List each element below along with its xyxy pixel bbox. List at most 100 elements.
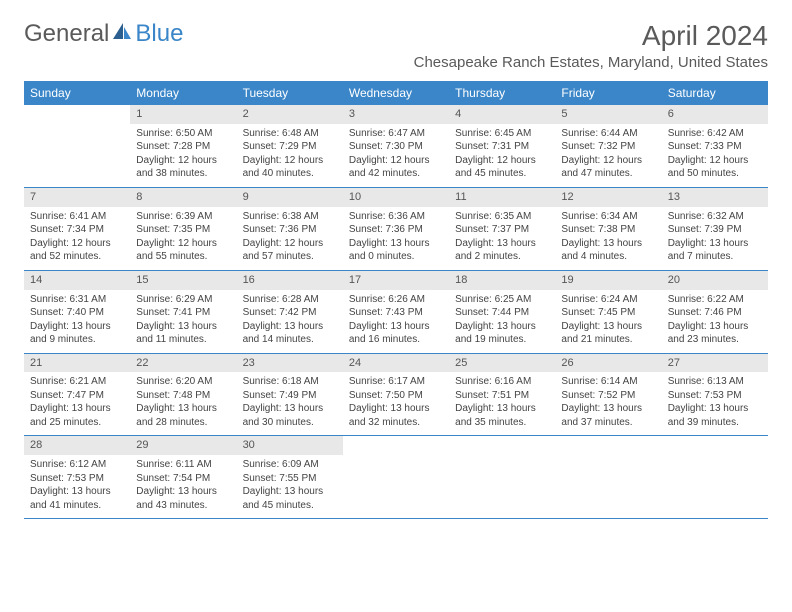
logo-sail-icon xyxy=(111,20,133,48)
day-number: 10 xyxy=(343,188,449,207)
day-cell: 19Sunrise: 6:24 AMSunset: 7:45 PMDayligh… xyxy=(555,271,661,353)
daylight-text: Daylight: 13 hours xyxy=(561,320,655,334)
location-text: Chesapeake Ranch Estates, Maryland, Unit… xyxy=(414,54,768,71)
day-number: 5 xyxy=(555,105,661,124)
daylight-text: and 35 minutes. xyxy=(455,416,549,430)
day-number: 3 xyxy=(343,105,449,124)
daylight-text: and 55 minutes. xyxy=(136,250,230,264)
sunset-text: Sunset: 7:54 PM xyxy=(136,472,230,486)
sunset-text: Sunset: 7:53 PM xyxy=(30,472,124,486)
calendar-body: 1Sunrise: 6:50 AMSunset: 7:28 PMDaylight… xyxy=(24,105,768,519)
sunrise-text: Sunrise: 6:09 AM xyxy=(243,458,337,472)
day-header-cell: Tuesday xyxy=(237,81,343,105)
sunset-text: Sunset: 7:53 PM xyxy=(668,389,762,403)
day-cell xyxy=(24,105,130,187)
sunset-text: Sunset: 7:45 PM xyxy=(561,306,655,320)
week-row: 7Sunrise: 6:41 AMSunset: 7:34 PMDaylight… xyxy=(24,188,768,271)
day-cell: 16Sunrise: 6:28 AMSunset: 7:42 PMDayligh… xyxy=(237,271,343,353)
week-row: 21Sunrise: 6:21 AMSunset: 7:47 PMDayligh… xyxy=(24,354,768,437)
day-cell: 30Sunrise: 6:09 AMSunset: 7:55 PMDayligh… xyxy=(237,436,343,518)
sunset-text: Sunset: 7:28 PM xyxy=(136,140,230,154)
sunset-text: Sunset: 7:51 PM xyxy=(455,389,549,403)
daylight-text: and 57 minutes. xyxy=(243,250,337,264)
sunset-text: Sunset: 7:38 PM xyxy=(561,223,655,237)
daylight-text: Daylight: 13 hours xyxy=(136,402,230,416)
day-cell xyxy=(555,436,661,518)
daylight-text: and 47 minutes. xyxy=(561,167,655,181)
day-cell: 3Sunrise: 6:47 AMSunset: 7:30 PMDaylight… xyxy=(343,105,449,187)
day-cell: 17Sunrise: 6:26 AMSunset: 7:43 PMDayligh… xyxy=(343,271,449,353)
sunrise-text: Sunrise: 6:28 AM xyxy=(243,293,337,307)
sunrise-text: Sunrise: 6:36 AM xyxy=(349,210,443,224)
header: General Blue April 2024 Chesapeake Ranch… xyxy=(24,20,768,71)
sunrise-text: Sunrise: 6:26 AM xyxy=(349,293,443,307)
day-number: 4 xyxy=(449,105,555,124)
daylight-text: Daylight: 13 hours xyxy=(561,402,655,416)
daylight-text: and 16 minutes. xyxy=(349,333,443,347)
sunset-text: Sunset: 7:41 PM xyxy=(136,306,230,320)
day-cell: 25Sunrise: 6:16 AMSunset: 7:51 PMDayligh… xyxy=(449,354,555,436)
daylight-text: and 45 minutes. xyxy=(243,499,337,513)
daylight-text: and 50 minutes. xyxy=(668,167,762,181)
sunrise-text: Sunrise: 6:17 AM xyxy=(349,375,443,389)
daylight-text: Daylight: 12 hours xyxy=(668,154,762,168)
daylight-text: and 38 minutes. xyxy=(136,167,230,181)
sunrise-text: Sunrise: 6:20 AM xyxy=(136,375,230,389)
day-number: 29 xyxy=(130,436,236,455)
day-number: 7 xyxy=(24,188,130,207)
sunrise-text: Sunrise: 6:45 AM xyxy=(455,127,549,141)
day-number: 23 xyxy=(237,354,343,373)
day-number: 6 xyxy=(662,105,768,124)
sunset-text: Sunset: 7:36 PM xyxy=(349,223,443,237)
day-cell: 21Sunrise: 6:21 AMSunset: 7:47 PMDayligh… xyxy=(24,354,130,436)
day-cell: 6Sunrise: 6:42 AMSunset: 7:33 PMDaylight… xyxy=(662,105,768,187)
day-header-row: SundayMondayTuesdayWednesdayThursdayFrid… xyxy=(24,81,768,105)
day-cell: 28Sunrise: 6:12 AMSunset: 7:53 PMDayligh… xyxy=(24,436,130,518)
day-number: 22 xyxy=(130,354,236,373)
daylight-text: and 45 minutes. xyxy=(455,167,549,181)
sunrise-text: Sunrise: 6:39 AM xyxy=(136,210,230,224)
day-cell: 7Sunrise: 6:41 AMSunset: 7:34 PMDaylight… xyxy=(24,188,130,270)
week-row: 14Sunrise: 6:31 AMSunset: 7:40 PMDayligh… xyxy=(24,271,768,354)
sunset-text: Sunset: 7:40 PM xyxy=(30,306,124,320)
day-cell: 22Sunrise: 6:20 AMSunset: 7:48 PMDayligh… xyxy=(130,354,236,436)
day-header-cell: Thursday xyxy=(449,81,555,105)
daylight-text: Daylight: 13 hours xyxy=(455,320,549,334)
daylight-text: and 30 minutes. xyxy=(243,416,337,430)
day-number: 30 xyxy=(237,436,343,455)
week-row: 28Sunrise: 6:12 AMSunset: 7:53 PMDayligh… xyxy=(24,436,768,519)
sunrise-text: Sunrise: 6:21 AM xyxy=(30,375,124,389)
day-cell: 13Sunrise: 6:32 AMSunset: 7:39 PMDayligh… xyxy=(662,188,768,270)
day-cell xyxy=(449,436,555,518)
day-cell: 26Sunrise: 6:14 AMSunset: 7:52 PMDayligh… xyxy=(555,354,661,436)
day-cell: 27Sunrise: 6:13 AMSunset: 7:53 PMDayligh… xyxy=(662,354,768,436)
daylight-text: and 39 minutes. xyxy=(668,416,762,430)
day-cell: 1Sunrise: 6:50 AMSunset: 7:28 PMDaylight… xyxy=(130,105,236,187)
day-cell: 24Sunrise: 6:17 AMSunset: 7:50 PMDayligh… xyxy=(343,354,449,436)
sunrise-text: Sunrise: 6:25 AM xyxy=(455,293,549,307)
day-number: 9 xyxy=(237,188,343,207)
sunset-text: Sunset: 7:32 PM xyxy=(561,140,655,154)
daylight-text: and 41 minutes. xyxy=(30,499,124,513)
sunrise-text: Sunrise: 6:35 AM xyxy=(455,210,549,224)
daylight-text: Daylight: 13 hours xyxy=(30,320,124,334)
day-cell: 18Sunrise: 6:25 AMSunset: 7:44 PMDayligh… xyxy=(449,271,555,353)
sunset-text: Sunset: 7:33 PM xyxy=(668,140,762,154)
logo-text-1: General xyxy=(24,20,109,48)
day-header-cell: Wednesday xyxy=(343,81,449,105)
daylight-text: Daylight: 13 hours xyxy=(30,402,124,416)
daylight-text: Daylight: 12 hours xyxy=(136,237,230,251)
day-number: 18 xyxy=(449,271,555,290)
daylight-text: Daylight: 12 hours xyxy=(561,154,655,168)
daylight-text: Daylight: 13 hours xyxy=(243,402,337,416)
sunset-text: Sunset: 7:36 PM xyxy=(243,223,337,237)
daylight-text: Daylight: 12 hours xyxy=(349,154,443,168)
sunset-text: Sunset: 7:39 PM xyxy=(668,223,762,237)
daylight-text: Daylight: 13 hours xyxy=(243,320,337,334)
day-number: 21 xyxy=(24,354,130,373)
day-cell: 11Sunrise: 6:35 AMSunset: 7:37 PMDayligh… xyxy=(449,188,555,270)
daylight-text: and 23 minutes. xyxy=(668,333,762,347)
day-cell: 5Sunrise: 6:44 AMSunset: 7:32 PMDaylight… xyxy=(555,105,661,187)
day-cell: 8Sunrise: 6:39 AMSunset: 7:35 PMDaylight… xyxy=(130,188,236,270)
sunset-text: Sunset: 7:43 PM xyxy=(349,306,443,320)
